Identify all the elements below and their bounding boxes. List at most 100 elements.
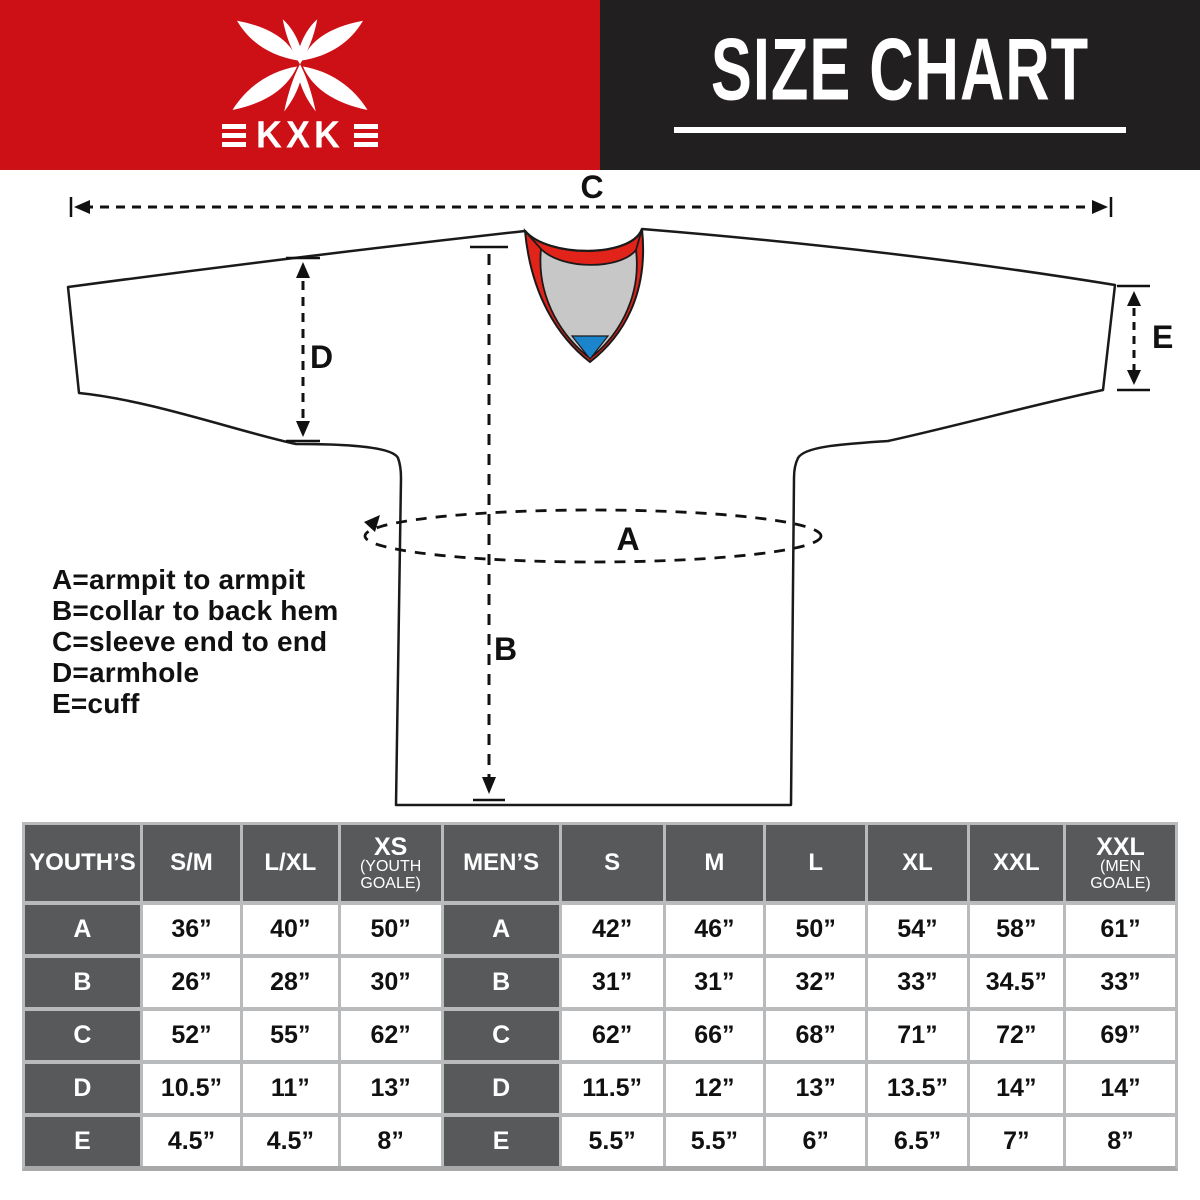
- youth-a-sm: 36”: [142, 905, 241, 954]
- youth-goalie-size: XS: [373, 833, 408, 861]
- collar-seam-right: [635, 228, 643, 251]
- tribar-left-icon: [221, 123, 246, 147]
- men-a-goale: 61”: [1066, 905, 1175, 954]
- youth-e-lxl: 4.5”: [243, 1117, 338, 1166]
- men-section-header: MEN’S: [443, 825, 559, 901]
- measurement-legend: A=armpit to armpit B=collar to back hem …: [52, 564, 338, 719]
- title-underline: [674, 127, 1126, 133]
- legend-line-d: D=armhole: [52, 657, 200, 688]
- header-banner: KXK SIZE CHART: [0, 0, 1200, 170]
- legend-line-e: E=cuff: [52, 688, 140, 719]
- men-d-xl: 13.5”: [868, 1064, 967, 1113]
- logo-text: KXK: [255, 112, 344, 156]
- youth-d-xs: 13”: [340, 1064, 441, 1113]
- row-e-youth-label: E: [25, 1117, 140, 1166]
- men-goalie-note-1: (MEN: [1100, 858, 1141, 875]
- men-b-xxl: 34.5”: [969, 958, 1064, 1007]
- men-goalie-size: XXL: [1096, 833, 1145, 861]
- men-size-header-xxl: XXL: [969, 825, 1064, 901]
- logo-wordmark: KXK: [221, 112, 378, 156]
- men-c-m: 66”: [665, 1011, 764, 1060]
- row-b-men-label: B: [443, 958, 559, 1007]
- men-e-m: 5.5”: [665, 1117, 764, 1166]
- measure-a-label: A: [616, 521, 639, 557]
- row-e-men-label: E: [443, 1117, 559, 1166]
- men-a-m: 46”: [665, 905, 764, 954]
- men-c-xl: 71”: [868, 1011, 967, 1060]
- men-d-goale: 14”: [1066, 1064, 1175, 1113]
- men-e-l: 6”: [766, 1117, 866, 1166]
- collar-blue-insert: [570, 335, 610, 360]
- men-a-s: 42”: [561, 905, 663, 954]
- men-e-xxl: 7”: [969, 1117, 1064, 1166]
- men-c-xxl: 72”: [969, 1011, 1064, 1060]
- men-c-s: 62”: [561, 1011, 663, 1060]
- men-e-xl: 6.5”: [868, 1117, 967, 1166]
- jersey-measurement-diagram: C D B E A: [66, 170, 1173, 807]
- youth-d-lxl: 11”: [243, 1064, 338, 1113]
- men-size-header-xl: XL: [868, 825, 967, 901]
- youth-c-lxl: 55”: [243, 1011, 338, 1060]
- measure-a-ellipse: [363, 508, 823, 564]
- men-e-goale: 8”: [1066, 1117, 1175, 1166]
- measure-b-arrow-down: [482, 777, 496, 794]
- row-b-youth-label: B: [25, 958, 140, 1007]
- collar-inner-gray: [539, 247, 638, 360]
- legend-line-b: B=collar to back hem: [52, 595, 339, 626]
- row-c-youth-label: C: [25, 1011, 140, 1060]
- youth-c-xs: 62”: [340, 1011, 441, 1060]
- kxk-x-mark-icon: [232, 19, 368, 112]
- youth-goalie-note-2: GOALE): [360, 875, 421, 892]
- youth-e-xs: 8”: [340, 1117, 441, 1166]
- men-c-goale: 69”: [1066, 1011, 1175, 1060]
- youth-d-sm: 10.5”: [142, 1064, 241, 1113]
- youth-goalie-header: XS (YOUTH GOALE): [340, 825, 441, 901]
- men-d-xxl: 14”: [969, 1064, 1064, 1113]
- men-b-goale: 33”: [1066, 958, 1175, 1007]
- measure-d-label: D: [310, 339, 333, 375]
- men-d-l: 13”: [766, 1064, 866, 1113]
- measure-d-arrow-down: [296, 421, 310, 437]
- row-d-youth-label: D: [25, 1064, 140, 1113]
- men-c-l: 68”: [766, 1011, 866, 1060]
- size-table: YOUTH’S S/M L/XL XS (YOUTH GOALE) MEN’S …: [22, 822, 1178, 1171]
- row-c-men-label: C: [443, 1011, 559, 1060]
- youth-b-sm: 26”: [142, 958, 241, 1007]
- measure-e-arrow-up: [1127, 291, 1141, 306]
- page-title: SIZE CHART: [710, 19, 1090, 119]
- men-goalie-header: XXL (MEN GOALE): [1066, 825, 1175, 901]
- youth-section-header: YOUTH’S: [25, 825, 140, 901]
- measure-c-label: C: [580, 170, 603, 205]
- row-a-men-label: A: [443, 905, 559, 954]
- brand-logo: KXK: [205, 17, 395, 153]
- men-a-l: 50”: [766, 905, 866, 954]
- men-size-header-s: S: [561, 825, 663, 901]
- measure-a-arrowhead: [364, 515, 380, 532]
- title-panel: SIZE CHART: [600, 0, 1200, 170]
- youth-size-header-sm: S/M: [142, 825, 241, 901]
- youth-c-sm: 52”: [142, 1011, 241, 1060]
- measure-c-arrow-left: [74, 200, 90, 214]
- men-d-s: 11.5”: [561, 1064, 663, 1113]
- youth-goalie-note-1: (YOUTH: [359, 858, 422, 875]
- measure-d-arrow-up: [296, 262, 310, 278]
- brand-panel: KXK: [0, 0, 600, 170]
- men-a-xxl: 58”: [969, 905, 1064, 954]
- youth-e-sm: 4.5”: [142, 1117, 241, 1166]
- men-b-s: 31”: [561, 958, 663, 1007]
- youth-b-lxl: 28”: [243, 958, 338, 1007]
- men-a-xl: 54”: [868, 905, 967, 954]
- men-size-header-l: L: [766, 825, 866, 901]
- men-d-m: 12”: [665, 1064, 764, 1113]
- men-b-m: 31”: [665, 958, 764, 1007]
- row-d-men-label: D: [443, 1064, 559, 1113]
- measure-e-label: E: [1152, 319, 1173, 355]
- tribar-right-icon: [354, 123, 378, 147]
- youth-a-lxl: 40”: [243, 905, 338, 954]
- legend-line-c: C=sleeve end to end: [52, 626, 328, 657]
- men-size-header-m: M: [665, 825, 764, 901]
- youth-a-xs: 50”: [340, 905, 441, 954]
- men-b-xl: 33”: [868, 958, 967, 1007]
- men-e-s: 5.5”: [561, 1117, 663, 1166]
